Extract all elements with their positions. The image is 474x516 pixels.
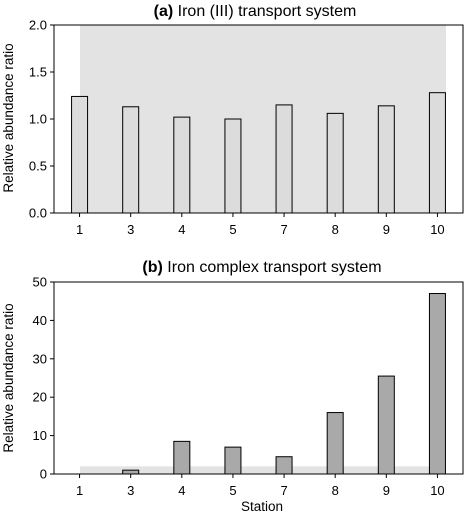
chart-b-bar-station-7 bbox=[275, 456, 293, 475]
chart-b-bar-station-4 bbox=[173, 440, 191, 475]
chart-a-bar-station-7 bbox=[275, 104, 293, 214]
chart-b-plot-frame bbox=[53, 281, 464, 475]
chart-b-y-tick-label: 20 bbox=[33, 390, 47, 405]
chart-b-y-tick-label: 0 bbox=[40, 467, 47, 482]
chart-a-x-tick-label: 5 bbox=[229, 222, 236, 237]
chart-b-y-tick-label: 40 bbox=[33, 313, 47, 328]
chart-a-title: (a) Iron (III) transport system bbox=[154, 3, 357, 20]
chart-b-x-tick-label: 3 bbox=[127, 483, 134, 498]
chart-b-y-axis-label: Relative abundance ratio bbox=[1, 303, 16, 452]
chart-a-y-tick-label: 2.0 bbox=[29, 18, 47, 33]
chart-b-x-tick-label: 5 bbox=[229, 483, 236, 498]
chart-b-x-tick-label: 1 bbox=[76, 483, 83, 498]
chart-b-x-tick-label: 4 bbox=[178, 483, 185, 498]
chart-b-x-tick-label: 9 bbox=[383, 483, 390, 498]
chart-b-shaded-band bbox=[80, 466, 446, 474]
chart-a-x-tick-label: 1 bbox=[76, 222, 83, 237]
chart-b: (b) Iron complex transport system Relati… bbox=[1, 259, 464, 514]
chart-a-x-tick-label: 9 bbox=[383, 222, 390, 237]
chart-a-x-tick-label: 4 bbox=[178, 222, 185, 237]
chart-b-x-tick-label: 10 bbox=[430, 483, 444, 498]
chart-b-y-tick-label: 30 bbox=[33, 351, 47, 366]
chart-a-bar-station-3 bbox=[122, 106, 140, 214]
chart-b-y-tick-label: 50 bbox=[33, 275, 47, 290]
chart-a-x-tick-label: 7 bbox=[280, 222, 287, 237]
chart-a-bar-station-4 bbox=[173, 116, 191, 214]
chart-a-x-tick-label: 3 bbox=[127, 222, 134, 237]
chart-b-title: (b) Iron complex transport system bbox=[142, 259, 381, 276]
chart-b-bar-station-10 bbox=[428, 293, 446, 475]
chart-a-y-axis-label: Relative abundance ratio bbox=[1, 43, 16, 192]
chart-b-bar-station-5 bbox=[224, 446, 242, 475]
chart-a-x-tick-label: 8 bbox=[332, 222, 339, 237]
chart-a-bar-station-1 bbox=[71, 95, 89, 214]
chart-b-x-tick-label: 8 bbox=[332, 483, 339, 498]
chart-b-x-axis-label: Station bbox=[241, 499, 283, 514]
chart-b-y-tick-label: 10 bbox=[33, 428, 47, 443]
chart-a-bar-station-9 bbox=[377, 105, 395, 214]
chart-b-bar-station-9 bbox=[377, 375, 395, 475]
chart-a-x-tick-label: 10 bbox=[430, 222, 444, 237]
chart-b-x-tick-label: 7 bbox=[280, 483, 287, 498]
chart-a-bar-station-10 bbox=[428, 92, 446, 214]
chart-a: (a) Iron (III) transport system Relative… bbox=[1, 3, 464, 237]
chart-b-bar-station-3 bbox=[122, 469, 140, 475]
chart-a-y-tick-label: 0.0 bbox=[29, 206, 47, 221]
chart-b-bar-station-8 bbox=[326, 412, 344, 475]
chart-a-bar-station-8 bbox=[326, 112, 344, 214]
chart-a-y-tick-label: 0.5 bbox=[29, 159, 47, 174]
chart-a-bar-station-5 bbox=[224, 118, 242, 214]
chart-a-y-tick-label: 1.5 bbox=[29, 65, 47, 80]
chart-a-y-tick-label: 1.0 bbox=[29, 112, 47, 127]
